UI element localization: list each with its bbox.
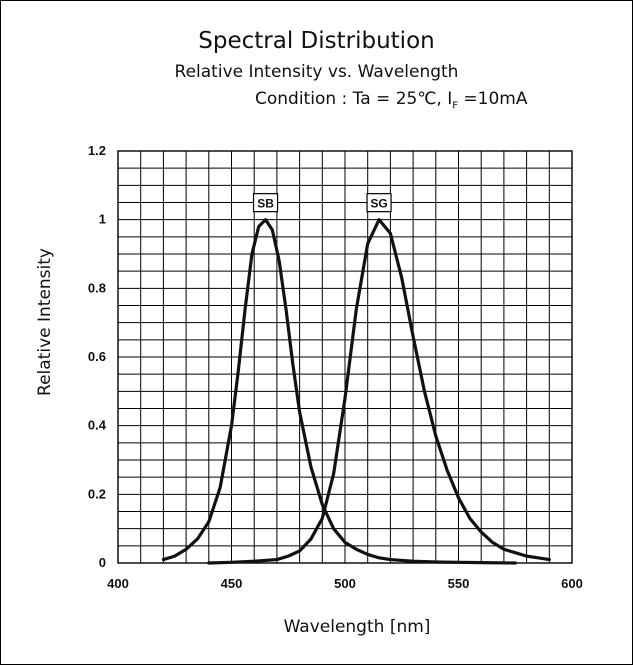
plot-border — [117, 150, 573, 564]
chart-subtitle: Relative Intensity vs. Wavelength — [174, 62, 459, 82]
y-tick-label: 0.2 — [88, 486, 106, 501]
y-tick-label: 0.6 — [88, 349, 106, 364]
series-label-sg: SG — [370, 197, 387, 211]
condition-suffix: =10mA — [458, 89, 528, 109]
y-tick-label: 0.4 — [88, 418, 107, 433]
x-tick-label: 450 — [221, 576, 243, 591]
y-tick-label: 1.2 — [88, 143, 106, 158]
x-tick-label: 400 — [107, 576, 129, 591]
series-label-box-sb — [252, 193, 279, 213]
y-tick-label: 0.8 — [88, 280, 106, 295]
series-line-sg — [207, 218, 551, 565]
x-tick-label: 600 — [561, 576, 583, 591]
series-line-sb — [161, 218, 517, 565]
x-tick-label: 550 — [448, 576, 470, 591]
y-tick-label: 1 — [99, 212, 106, 227]
condition-subscript: F — [452, 100, 459, 112]
chart-condition: Condition : Ta = 25℃, IF =10mA — [255, 89, 528, 111]
series-label-box-sg — [366, 193, 392, 213]
x-axis-label: Wavelength [nm] — [284, 617, 431, 637]
series-label-sb: SB — [257, 197, 274, 211]
condition-prefix: Condition : Ta = 25℃, I — [255, 89, 453, 109]
x-tick-label: 500 — [334, 576, 356, 591]
chart-title: Spectral Distribution — [198, 28, 435, 54]
y-tick-label: 0 — [99, 555, 106, 570]
y-axis-label: Relative Intensity — [35, 248, 55, 396]
